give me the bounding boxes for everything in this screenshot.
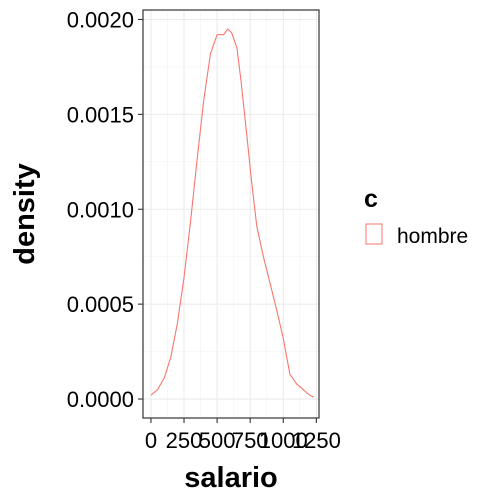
x-tick-label: 500 bbox=[199, 428, 236, 453]
y-axis-title: density bbox=[9, 163, 41, 265]
legend-label-hombre: hombre bbox=[397, 225, 468, 248]
axes: 0.0000 0.0005 0.0010 0.0015 0.0020 0 250500750… bbox=[67, 7, 341, 453]
x-axis-title: salario bbox=[184, 462, 278, 494]
legend-title: c bbox=[364, 185, 378, 213]
plot-border bbox=[142, 9, 320, 419]
x-tick-label: 750 bbox=[232, 428, 269, 453]
y-tick-label: 0.0005 bbox=[67, 292, 134, 317]
x-tick-label: 1250 bbox=[292, 428, 341, 453]
legend: c hombre bbox=[364, 185, 468, 248]
grid-lines bbox=[143, 10, 319, 418]
x-tick-label: 1000 bbox=[259, 428, 308, 453]
legend-key-hombre bbox=[365, 223, 383, 245]
plot-panel bbox=[143, 10, 319, 418]
y-tick-label: 0.0020 bbox=[67, 7, 134, 32]
y-tick-label: 0.0010 bbox=[67, 197, 134, 222]
y-tick-label: 0.0015 bbox=[67, 102, 134, 127]
y-tick-label: 0.0000 bbox=[67, 387, 134, 412]
x-tick-label: 250 bbox=[166, 428, 203, 453]
density-line-hombre bbox=[150, 28, 314, 398]
x-tick-label: 0 bbox=[145, 428, 157, 453]
series-lines bbox=[150, 28, 314, 398]
